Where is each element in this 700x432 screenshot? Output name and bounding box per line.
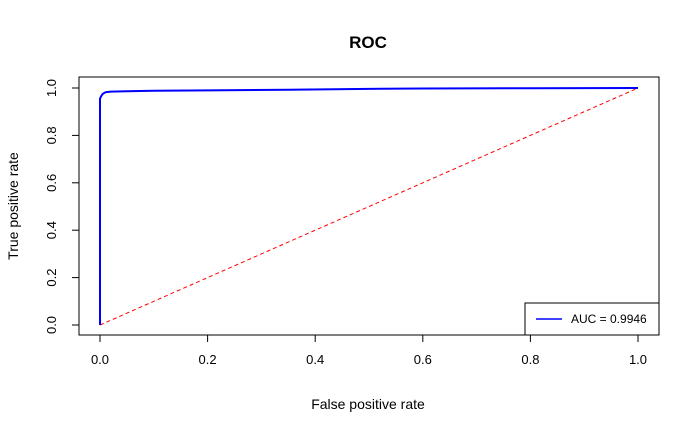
x-axis: 0.0 0.2 0.4 0.6 0.8 1.0 [91,334,647,367]
y-tick-label: 0.6 [44,174,59,192]
legend: AUC = 0.9946 [524,302,660,336]
chart-title: ROC [349,33,387,52]
y-axis: 0.0 0.2 0.4 0.6 0.8 1.0 [44,79,80,334]
roc-curve-line [99,87,639,325]
legend-label: AUC = 0.9946 [571,312,647,326]
y-tick-label: 0.2 [44,269,59,287]
x-tick-label: 0.2 [199,352,217,367]
x-tick-label: 0.6 [414,352,432,367]
chance-diagonal-line [99,87,639,326]
y-tick-label: 0.4 [44,221,59,239]
y-tick-label: 0.0 [44,316,59,334]
y-tick-label: 1.0 [44,79,59,97]
x-tick-label: 0.0 [91,352,109,367]
y-axis-title: True positive rate [5,152,21,260]
series-layer [99,87,639,326]
x-tick-label: 0.8 [521,352,539,367]
y-tick-label: 0.8 [44,126,59,144]
x-tick-label: 1.0 [629,352,647,367]
x-tick-label: 0.4 [306,352,324,367]
x-axis-title: False positive rate [311,396,425,412]
